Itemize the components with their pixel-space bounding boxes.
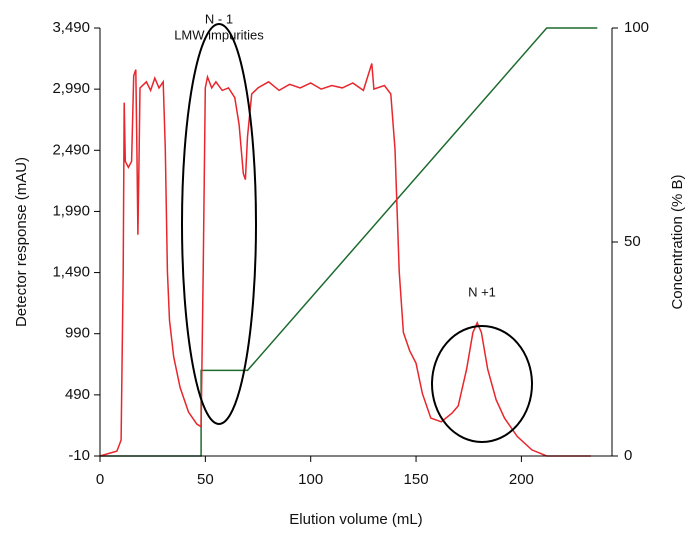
highlight-ellipse xyxy=(431,325,533,443)
y2-tick-label: 50 xyxy=(624,233,641,250)
annotation: N - 1 xyxy=(205,11,233,26)
x-axis-label: Elution volume (mL) xyxy=(289,511,422,528)
y-tick-label: 490 xyxy=(65,386,90,403)
x-tick-label: 150 xyxy=(404,471,429,488)
highlight-ellipse xyxy=(181,23,257,425)
x-tick-label: 50 xyxy=(197,471,214,488)
annotation: N +1 xyxy=(468,284,496,299)
x-tick-label: 200 xyxy=(509,471,534,488)
y-axis-label: Detector response (mAU) xyxy=(13,157,30,327)
y-tick-label: 2,490 xyxy=(52,141,90,158)
y-tick-label: 1,490 xyxy=(52,264,90,281)
x-tick-label: 0 xyxy=(96,471,104,488)
y2-tick-label: 100 xyxy=(624,19,649,36)
y-tick-label: 1,990 xyxy=(52,202,90,219)
data-line xyxy=(99,63,591,457)
annotation: LMW impurities xyxy=(174,27,264,42)
data-line xyxy=(100,27,598,457)
y-tick-label: 990 xyxy=(65,325,90,342)
y-tick-label: 2,990 xyxy=(52,80,90,97)
y-tick-label: -10 xyxy=(68,447,90,464)
y-tick-label: 3,490 xyxy=(52,19,90,36)
y2-axis-label: Concentration (% B) xyxy=(669,174,686,309)
x-tick-label: 100 xyxy=(298,471,323,488)
y2-tick-label: 0 xyxy=(624,447,632,464)
